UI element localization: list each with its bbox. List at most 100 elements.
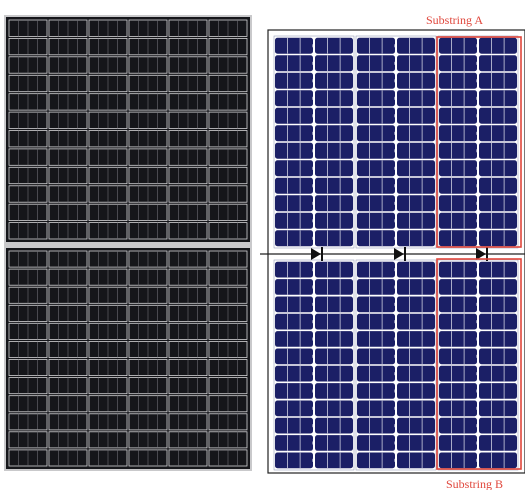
blue-cell (397, 349, 435, 365)
blue-cell (439, 160, 477, 176)
blue-cell (397, 383, 435, 399)
blue-cell (315, 38, 353, 54)
blue-cell (479, 73, 517, 89)
blue-cell (439, 401, 477, 417)
blue-cell (397, 55, 435, 71)
blue-cell (479, 401, 517, 417)
blue-cell (479, 418, 517, 434)
blue-cell (357, 331, 395, 347)
blue-cell (315, 262, 353, 278)
mono-panel-photo (4, 15, 252, 471)
substring-a-label: Substring A (426, 13, 483, 27)
blue-cell (357, 125, 395, 141)
blue-cell (357, 108, 395, 124)
blue-cell (275, 230, 313, 246)
blue-cell (439, 73, 477, 89)
blue-cell (479, 297, 517, 313)
blue-cell (397, 213, 435, 229)
blue-cell (315, 314, 353, 330)
blue-cell (275, 279, 313, 295)
blue-cell (357, 178, 395, 194)
blue-cell (275, 38, 313, 54)
blue-cell (275, 297, 313, 313)
blue-cell (439, 279, 477, 295)
blue-cell (397, 38, 435, 54)
blue-cell (357, 195, 395, 211)
blue-cell (357, 143, 395, 159)
blue-cell (275, 55, 313, 71)
blue-cell (397, 418, 435, 434)
blue-cell (439, 213, 477, 229)
blue-cell (315, 108, 353, 124)
blue-cell (479, 349, 517, 365)
blue-cell (357, 160, 395, 176)
blue-cell (479, 314, 517, 330)
blue-cell (397, 453, 435, 469)
blue-cell (275, 178, 313, 194)
blue-cell (315, 160, 353, 176)
blue-cell (479, 160, 517, 176)
blue-cell (275, 90, 313, 106)
blue-cell (315, 125, 353, 141)
blue-cell (439, 143, 477, 159)
blue-cell (397, 279, 435, 295)
blue-cell (357, 213, 395, 229)
blue-cell (275, 160, 313, 176)
blue-cell (479, 55, 517, 71)
blue-cell (357, 383, 395, 399)
half-cut-schematic: Substring A Substring B (260, 13, 525, 490)
blue-cell (275, 108, 313, 124)
blue-cell (357, 314, 395, 330)
blue-cell (357, 90, 395, 106)
blue-cell (479, 195, 517, 211)
blue-cell (439, 38, 477, 54)
blue-cell (315, 213, 353, 229)
blue-cell (397, 262, 435, 278)
blue-cell (439, 366, 477, 382)
blue-cell (315, 383, 353, 399)
blue-cell (275, 401, 313, 417)
blue-cell (357, 401, 395, 417)
blue-cell (479, 213, 517, 229)
blue-cell (275, 349, 313, 365)
blue-cell (357, 38, 395, 54)
blue-cell (315, 90, 353, 106)
blue-cell (357, 418, 395, 434)
substring-b-label: Substring B (446, 477, 503, 490)
blue-cell (357, 453, 395, 469)
blue-cell (315, 297, 353, 313)
blue-cell (397, 195, 435, 211)
blue-cell (439, 195, 477, 211)
blue-cell (439, 230, 477, 246)
blue-cell (397, 230, 435, 246)
blue-cell (357, 55, 395, 71)
blue-cell (479, 108, 517, 124)
blue-cell (357, 297, 395, 313)
blue-cell (397, 108, 435, 124)
blue-cell (357, 230, 395, 246)
blue-cell (439, 418, 477, 434)
blue-cell (479, 38, 517, 54)
blue-cell (357, 435, 395, 451)
blue-cell (479, 366, 517, 382)
blue-cell (439, 435, 477, 451)
blue-cell (315, 195, 353, 211)
blue-cell (315, 55, 353, 71)
blue-cell (315, 366, 353, 382)
blue-cell (275, 143, 313, 159)
blue-cell (479, 90, 517, 106)
blue-cell (439, 55, 477, 71)
blue-cell (439, 331, 477, 347)
blue-cell (439, 125, 477, 141)
blue-cell (315, 401, 353, 417)
blue-cell (315, 418, 353, 434)
blue-cell (357, 279, 395, 295)
blue-cell (357, 349, 395, 365)
blue-cell (397, 90, 435, 106)
blue-cell (275, 314, 313, 330)
blue-cell (275, 435, 313, 451)
blue-cell (275, 331, 313, 347)
blue-cell (439, 178, 477, 194)
blue-cell (479, 178, 517, 194)
blue-cell (397, 435, 435, 451)
